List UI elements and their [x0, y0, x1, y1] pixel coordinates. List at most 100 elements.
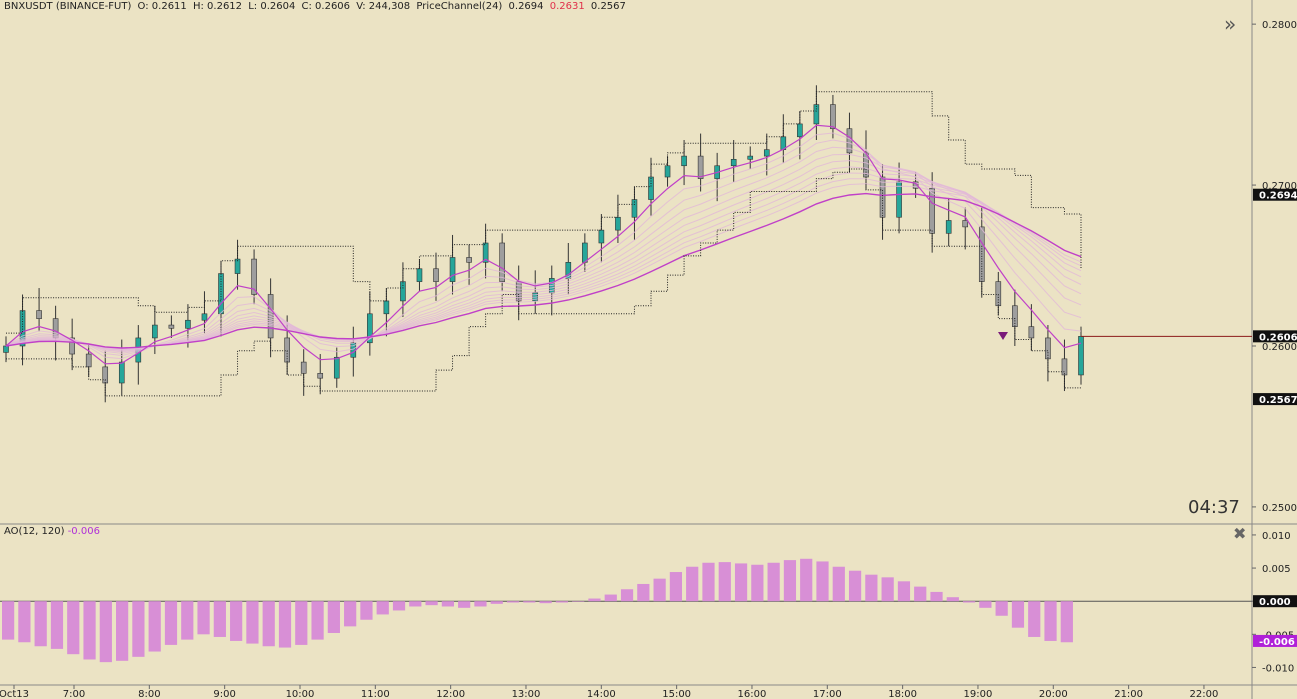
- ao-bar: [588, 598, 601, 602]
- ao-bar: [914, 586, 927, 602]
- candle-body: [697, 155, 704, 179]
- ao-bar: [18, 601, 31, 643]
- pc-upper-value: 0.2694: [508, 1, 544, 12]
- x-tick-label: 8:00: [138, 689, 160, 699]
- ao-bar: [132, 601, 145, 657]
- pc-lower-value: 0.2567: [590, 1, 626, 12]
- candle-body: [168, 324, 175, 329]
- candle-body: [598, 229, 605, 244]
- ao-bar: [83, 601, 96, 660]
- ao-bar: [539, 601, 552, 604]
- ao-bar: [164, 601, 178, 645]
- ao-bar: [816, 561, 829, 602]
- ao-bar: [213, 601, 226, 637]
- candle-body: [1045, 337, 1051, 360]
- candle-body: [400, 281, 406, 302]
- x-tick-label: 10:00: [286, 689, 315, 699]
- ao-y-tick-label: 0.010: [1262, 531, 1291, 542]
- candle-body: [383, 300, 390, 315]
- ao-bar: [1028, 601, 1041, 637]
- close-x-icon[interactable]: ✖: [1233, 524, 1247, 543]
- ao-last-tag: -0.006: [1259, 637, 1295, 648]
- ao-bar: [425, 601, 438, 606]
- ao-bar: [181, 601, 194, 640]
- volume-value: V: 244,308: [356, 1, 411, 12]
- y-tick-label: 0.2500: [1262, 503, 1297, 514]
- ma-ribbon-line: [5, 178, 1082, 350]
- last-price-label-bg: [1253, 330, 1297, 343]
- ao-y-tick-label: -0.010: [1262, 663, 1294, 674]
- candle-body: [995, 281, 1002, 307]
- ao-bar: [653, 578, 666, 602]
- ao-bar: [262, 601, 275, 647]
- ao-bar: [767, 562, 780, 602]
- price-channel-upper: [6, 91, 1082, 334]
- y-tick-label: 0.2700: [1262, 181, 1297, 192]
- candle-body: [1028, 326, 1035, 339]
- last-price-label: 0.2606: [1259, 332, 1297, 343]
- ao-last-tag-bg: [1253, 634, 1297, 647]
- ao-bar: [50, 601, 64, 649]
- ao-bar: [604, 594, 617, 602]
- pc-mid-value: 0.2631: [549, 1, 585, 12]
- x-tick-label: 13:00: [512, 689, 541, 699]
- chart-header: BNXUSDT (BINANCE-FUT) O: 0.2611 H: 0.261…: [4, 1, 629, 12]
- ao-bar: [800, 558, 813, 602]
- bar-countdown: 04:37: [1188, 497, 1240, 518]
- ao-bar: [67, 601, 80, 655]
- ao-bar: [848, 570, 862, 602]
- candle-body: [19, 310, 26, 347]
- candle-body: [69, 337, 75, 355]
- candle-body: [300, 361, 307, 374]
- candle-body: [333, 356, 340, 379]
- ao-title[interactable]: AO(12, 120): [4, 526, 65, 537]
- ao-bar: [995, 601, 1008, 616]
- ao-bar: [197, 601, 210, 635]
- candle-body: [648, 176, 654, 200]
- candle-body: [664, 165, 671, 178]
- ao-bar: [376, 601, 389, 615]
- ao-bar: [881, 577, 894, 602]
- double-chevron-right-icon[interactable]: »: [1224, 12, 1237, 36]
- candle-body: [962, 220, 969, 228]
- candle-body: [118, 361, 125, 384]
- ao-bar: [718, 562, 731, 602]
- ao-bar: [344, 601, 357, 627]
- ao-y-tick-label: 0.005: [1262, 564, 1291, 575]
- candle-body: [879, 176, 886, 218]
- ao-bar: [99, 601, 112, 663]
- candle-body: [730, 159, 737, 167]
- pc-upper-label: 0.2694: [1259, 191, 1297, 202]
- ao-bar: [637, 583, 650, 602]
- ao-bar: [734, 563, 748, 602]
- ao-bar: [474, 601, 487, 607]
- indicator-name[interactable]: PriceChannel(24): [416, 1, 503, 12]
- ao-bar: [897, 581, 911, 602]
- ao-bar: [409, 601, 422, 607]
- candle-body: [3, 345, 9, 353]
- candle-body: [449, 257, 456, 282]
- ao-bar: [1011, 601, 1025, 628]
- ao-header: AO(12, 120) -0.006: [4, 526, 100, 537]
- signal-marker: [998, 332, 1008, 340]
- symbol-label[interactable]: BNXUSDT (BINANCE-FUT): [4, 1, 132, 12]
- candle-body: [317, 373, 324, 379]
- ao-bar: [930, 591, 943, 602]
- candle-body: [367, 313, 373, 344]
- candle-body: [763, 149, 770, 157]
- candle-body: [234, 258, 241, 274]
- slow-ma-line: [5, 192, 1082, 349]
- candle-body: [1061, 358, 1068, 376]
- y-tick-label: 0.2800: [1262, 20, 1297, 31]
- candle-body: [251, 258, 257, 295]
- candle-body: [929, 187, 935, 234]
- ao-bar: [865, 574, 878, 602]
- ma-ribbon-line: [5, 172, 1082, 350]
- ao-bar: [116, 601, 129, 661]
- candle-body: [499, 242, 505, 282]
- x-tick-label: 14:00: [587, 689, 616, 699]
- ao-bar: [295, 601, 308, 645]
- x-tick-label: 22:00: [1190, 689, 1219, 699]
- ma-ribbon-line: [5, 153, 1082, 353]
